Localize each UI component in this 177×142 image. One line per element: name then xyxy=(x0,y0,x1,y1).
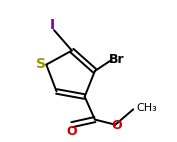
Text: CH₃: CH₃ xyxy=(136,103,157,113)
Text: I: I xyxy=(50,18,55,32)
Text: Br: Br xyxy=(109,53,124,66)
Text: O: O xyxy=(66,125,77,138)
Text: O: O xyxy=(111,119,122,132)
Text: S: S xyxy=(36,57,45,71)
